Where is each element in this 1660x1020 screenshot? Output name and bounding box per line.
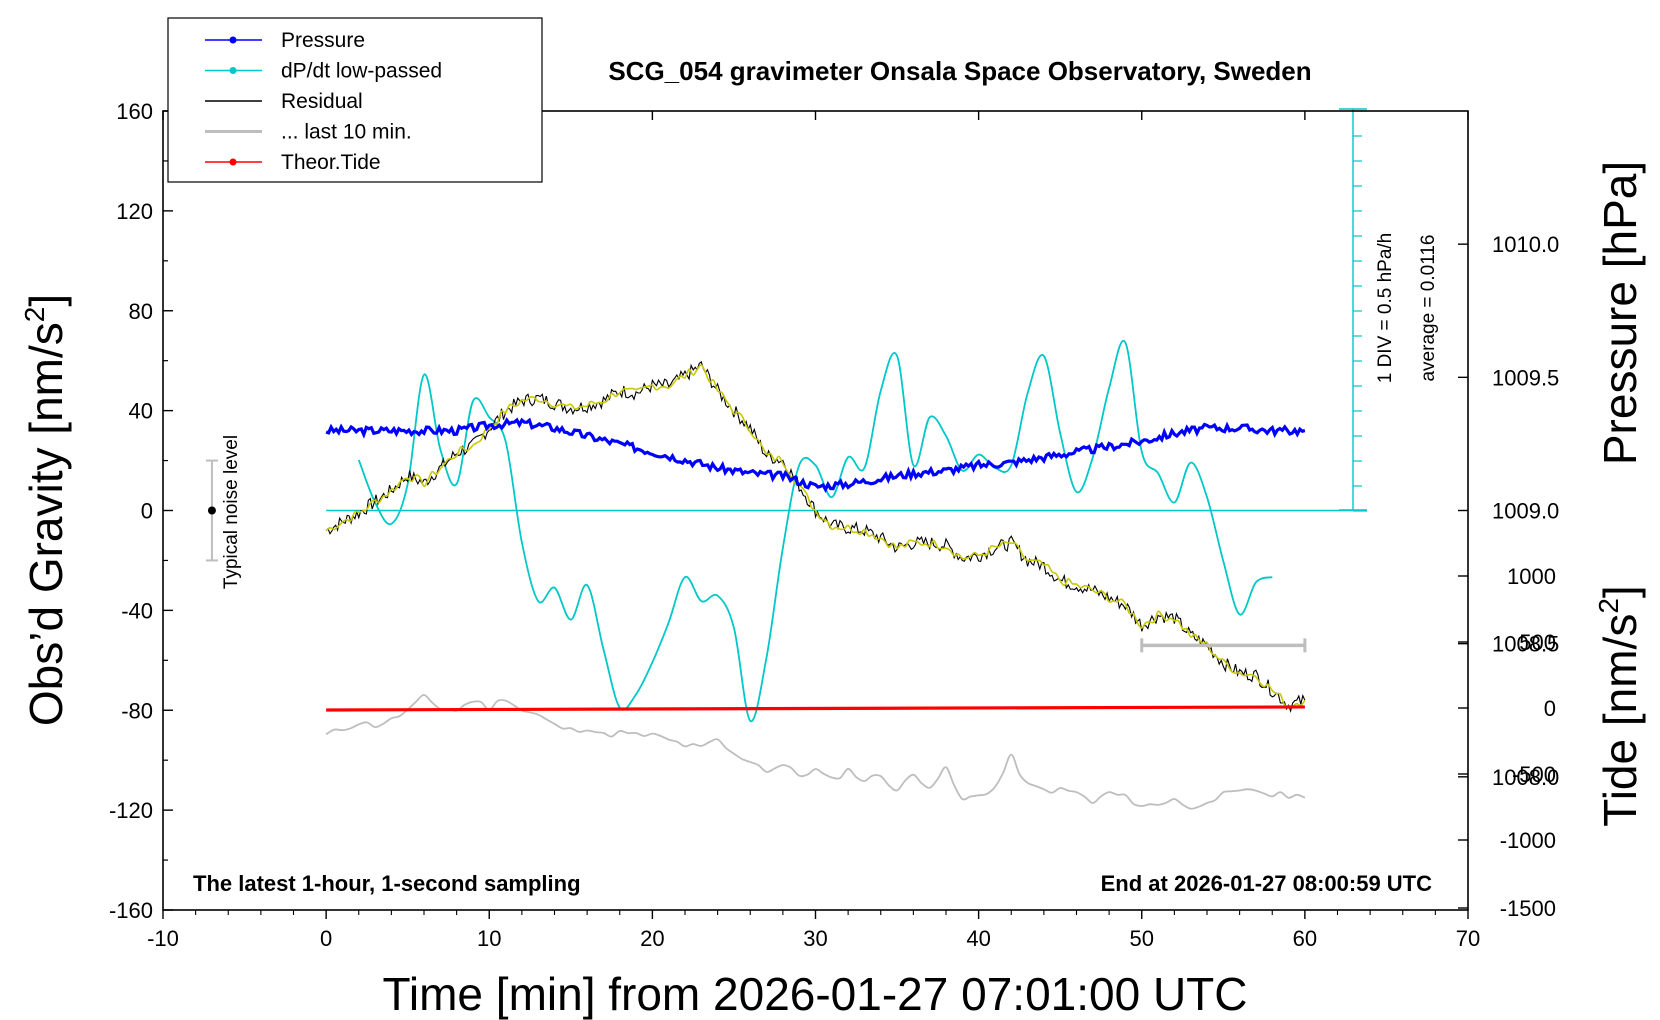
y-tick-label: -160 [109,898,153,923]
tide-tick-label: -1000 [1500,828,1556,853]
legend-label: Residual [281,90,363,113]
legend-swatch-marker [229,158,237,166]
tide-axis-label-end: ] [1594,585,1646,598]
pressure-tick-label: 1008.5 [1492,632,1559,657]
tide-tick-label: 500 [1519,630,1556,655]
legend-swatch-marker [229,36,237,44]
x-axis-ticks: -10 0 10 20 30 40 50 60 70 [147,111,1480,951]
pressure-tick-label: 1008.0 [1492,765,1559,790]
y-tick-label: 40 [129,399,153,424]
div-scale-label: 1 DIV = 0.5 hPa/h [1375,233,1396,384]
legend-label: dP/dt low-passed [281,60,442,83]
noise-level-label: Typical noise level [221,435,242,589]
tide-axis-ticks: 1000 500 0 -500 -1000 -1500 [1458,564,1556,921]
left-axis-label-end: ] [20,294,72,307]
legend-label: Theor.Tide [281,151,381,174]
pressure-axis-ticks: 1010.0 1009.5 1009.0 1008.5 1008.0 [1458,232,1559,790]
end-time-note: End at 2026-01-27 08:00:59 UTC [1101,871,1432,896]
noise-level-bar [205,459,218,562]
left-axis-label: Obs’d Gravity [nm/s2] [19,294,72,726]
pressure-tick-label: 1010.0 [1492,232,1559,257]
tide-axis-label-sup: 2 [1593,598,1624,614]
last-10-min-bar [1140,638,1307,653]
series-pressure [325,417,1306,494]
legend: Pressure dP/dt low-passed Residual ... last… [167,17,543,183]
y-tick-label: 120 [116,199,153,224]
dpdt-division-scale [1339,108,1367,512]
series-layer [325,339,1353,810]
y-tick-label: 160 [116,99,153,124]
left-axis-ticks: 160 120 80 40 0 -40 -80 -120 -160 [109,99,173,923]
tide-axis-label-main: Tide [nm/s [1594,614,1646,827]
y-tick-label: -40 [121,598,153,623]
x-tick-label: 40 [966,926,990,951]
series-dpdt-lowpassed [357,339,1273,722]
x-tick-label: -10 [147,926,179,951]
plot-frame [162,110,1469,911]
pressure-axis-label: Pressure [hPa] [1594,161,1646,465]
legend-swatch-marker [229,67,237,74]
series-last-10-min [325,694,1306,810]
left-axis-label-main: Obs’d Gravity [nm/s [20,322,72,726]
tide-tick-label: -1500 [1500,896,1556,921]
x-tick-label: 20 [640,926,664,951]
x-tick-label: 70 [1456,926,1480,951]
tide-tick-label: -500 [1512,762,1556,787]
x-axis-label: Time [min] from 2026-01-27 07:01:00 UTC [383,968,1248,1020]
tide-tick-label: 1000 [1507,564,1556,589]
pressure-tick-label: 1009.5 [1492,365,1559,390]
x-tick-label: 0 [320,926,332,951]
legend-box [167,17,543,183]
series-residual-smoothed [325,364,1306,708]
noise-bar-center [207,506,216,515]
tide-axis-label: Tide [nm/s2] [1593,585,1646,826]
series-theor-tide [326,705,1305,712]
series-residual [325,360,1306,714]
pressure-tick-label: 1009.0 [1492,499,1559,524]
x-tick-label: 30 [803,926,827,951]
tide-tick-label: 0 [1544,696,1556,721]
left-axis-label-sup: 2 [19,307,50,323]
x-tick-label: 60 [1293,926,1317,951]
sampling-note: The latest 1-hour, 1-second sampling [193,871,581,896]
y-tick-label: -120 [109,798,153,823]
chart-title: SCG_054 gravimeter Onsala Space Observat… [608,56,1311,86]
legend-label: ... last 10 min. [281,121,412,144]
y-tick-label: 0 [141,499,153,524]
x-tick-label: 10 [477,926,501,951]
y-tick-label: -80 [121,698,153,723]
legend-label: Pressure [281,29,365,52]
x-tick-label: 50 [1130,926,1154,951]
average-label: average = 0.0116 [1418,234,1439,381]
y-tick-label: 80 [129,299,153,324]
